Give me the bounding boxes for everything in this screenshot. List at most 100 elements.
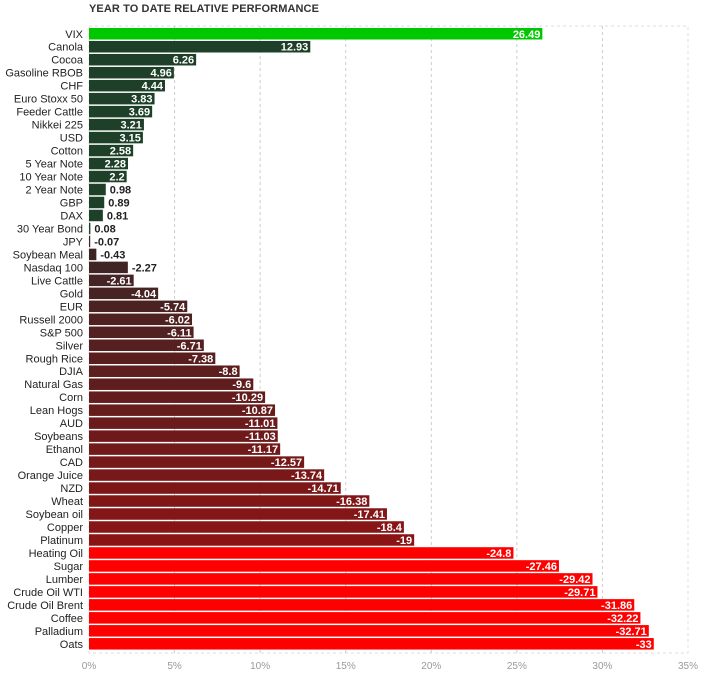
bar	[89, 456, 305, 468]
x-tick-label: 0%	[82, 661, 97, 672]
category-label: Gasoline RBOB	[5, 68, 83, 80]
bar	[89, 40, 311, 53]
category-label: Silver	[55, 340, 83, 352]
category-label: Live Cattle	[31, 275, 83, 287]
category-label: Oats	[60, 639, 84, 651]
category-label: Lean Hogs	[30, 405, 84, 417]
value-label: -6.02	[165, 314, 190, 326]
value-label: 0.89	[108, 197, 129, 209]
category-label: EUR	[60, 301, 83, 313]
value-label: -33	[636, 639, 652, 651]
bar	[89, 248, 97, 261]
category-label: JPY	[63, 236, 84, 248]
x-tick-label: 30%	[592, 661, 612, 672]
bar	[89, 430, 278, 442]
value-label: -18.4	[377, 522, 403, 534]
category-label: Russell 2000	[19, 314, 83, 326]
bar	[89, 105, 153, 118]
bar	[89, 495, 370, 507]
category-label: Soybeans	[34, 431, 83, 443]
category-label: 5 Year Note	[26, 159, 84, 171]
bar	[89, 183, 106, 196]
value-label: -2.27	[132, 262, 157, 274]
x-tick-label: 20%	[421, 661, 441, 672]
value-label: -6.71	[177, 340, 202, 352]
value-label: 2.28	[105, 159, 126, 171]
value-label: -14.71	[308, 483, 339, 495]
value-label: 4.96	[150, 68, 171, 80]
value-label: -11.01	[245, 418, 276, 430]
value-label: -11.17	[248, 444, 279, 456]
value-label: -16.38	[336, 496, 367, 508]
value-label: -4.04	[131, 288, 157, 300]
category-label: Cocoa	[51, 55, 84, 67]
bar	[89, 196, 105, 209]
bar	[89, 118, 144, 131]
value-label: -32.71	[616, 626, 647, 638]
x-tick-label: 35%	[678, 661, 698, 672]
bar	[89, 313, 193, 326]
value-label: -13.74	[291, 470, 323, 482]
value-label: -12.57	[271, 457, 302, 469]
value-label: 3.21	[121, 120, 142, 132]
value-label: -2.61	[107, 275, 132, 287]
value-label: 4.44	[142, 81, 164, 93]
bar	[89, 612, 641, 624]
category-label: 2 Year Note	[26, 185, 84, 197]
category-label: CHF	[60, 81, 83, 93]
value-label: 26.49	[513, 29, 541, 41]
category-label: DAX	[60, 210, 83, 222]
bar	[89, 144, 134, 157]
bar	[89, 28, 543, 40]
category-label: Heating Oil	[29, 548, 83, 560]
value-label: -27.46	[526, 561, 557, 573]
category-label: Crude Oil WTI	[13, 587, 83, 599]
bar	[89, 53, 197, 66]
category-label: Copper	[47, 522, 83, 534]
bar	[89, 92, 155, 105]
bar	[89, 287, 159, 300]
bar	[89, 521, 404, 533]
bars	[89, 28, 654, 650]
bar	[89, 417, 278, 429]
value-label: -19	[396, 535, 412, 547]
bar	[89, 391, 266, 403]
category-label: Soybean oil	[26, 509, 84, 521]
chart-title: YEAR TO DATE RELATIVE PERFORMANCE	[89, 3, 320, 15]
value-label: -10.87	[242, 405, 273, 417]
value-label: -29.42	[559, 574, 590, 586]
value-label: -7.38	[188, 353, 213, 365]
bar	[89, 560, 559, 572]
value-label: -29.71	[564, 587, 595, 599]
category-label: Rough Rice	[26, 353, 83, 365]
category-label: Nasdaq 100	[24, 262, 83, 274]
value-label: 6.26	[173, 55, 194, 67]
bar	[89, 547, 514, 559]
category-label: Euro Stoxx 50	[14, 94, 83, 106]
category-label: Orange Juice	[18, 470, 83, 482]
value-label: -8.8	[219, 366, 238, 378]
bar	[89, 235, 91, 248]
x-tick-label: 15%	[336, 661, 356, 672]
bar	[89, 300, 188, 313]
category-label: VIX	[65, 29, 83, 41]
bar	[89, 222, 91, 235]
value-label: -32.22	[607, 613, 638, 625]
value-label: -17.41	[354, 509, 385, 521]
bar	[89, 261, 128, 274]
category-label: Crude Oil Brent	[7, 600, 83, 612]
category-label: Natural Gas	[24, 379, 83, 391]
bar	[89, 157, 129, 170]
category-label: 30 Year Bond	[17, 223, 83, 235]
x-axis-ticks: 0% 5% 10% 15% 20% 25% 30% 35%	[82, 661, 698, 672]
category-label: DJIA	[59, 366, 84, 378]
category-label: Wheat	[51, 496, 83, 508]
category-label: Feeder Cattle	[16, 107, 83, 119]
bar	[89, 66, 174, 79]
value-label: -10.29	[232, 392, 263, 404]
value-label: -9.6	[232, 379, 251, 391]
bar	[89, 79, 165, 92]
value-label: -6.11	[167, 327, 191, 339]
category-label: Coffee	[51, 613, 83, 625]
